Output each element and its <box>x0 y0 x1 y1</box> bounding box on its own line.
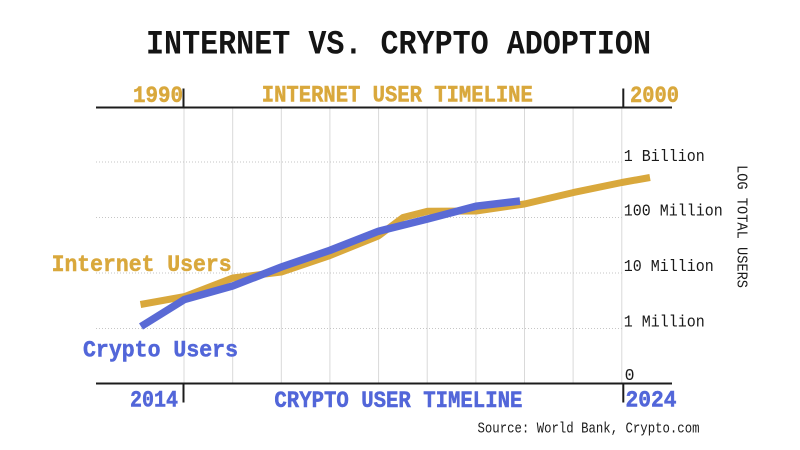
svg-text:Source: World Bank, Crypto.com: Source: World Bank, Crypto.com <box>478 421 700 438</box>
svg-text:LOG TOTAL USERS: LOG TOTAL USERS <box>733 165 750 288</box>
svg-text:1 Million: 1 Million <box>624 313 705 332</box>
svg-text:2014: 2014 <box>130 388 178 414</box>
svg-text:INTERNET VS. CRYPTO ADOPTION: INTERNET VS. CRYPTO ADOPTION <box>146 27 651 65</box>
svg-text:10 Million: 10 Million <box>624 257 714 276</box>
svg-text:2024: 2024 <box>626 388 677 414</box>
svg-text:2000: 2000 <box>630 83 679 109</box>
svg-text:INTERNET USER TIMELINE: INTERNET USER TIMELINE <box>262 83 533 109</box>
svg-text:Crypto Users: Crypto Users <box>83 338 238 364</box>
svg-text:0: 0 <box>625 366 635 385</box>
svg-text:Internet Users: Internet Users <box>52 252 232 278</box>
svg-text:100 Million: 100 Million <box>624 202 723 221</box>
svg-text:1990: 1990 <box>133 83 183 109</box>
svg-text:CRYPTO USER TIMELINE: CRYPTO USER TIMELINE <box>274 388 522 414</box>
svg-text:1 Billion: 1 Billion <box>624 147 705 166</box>
